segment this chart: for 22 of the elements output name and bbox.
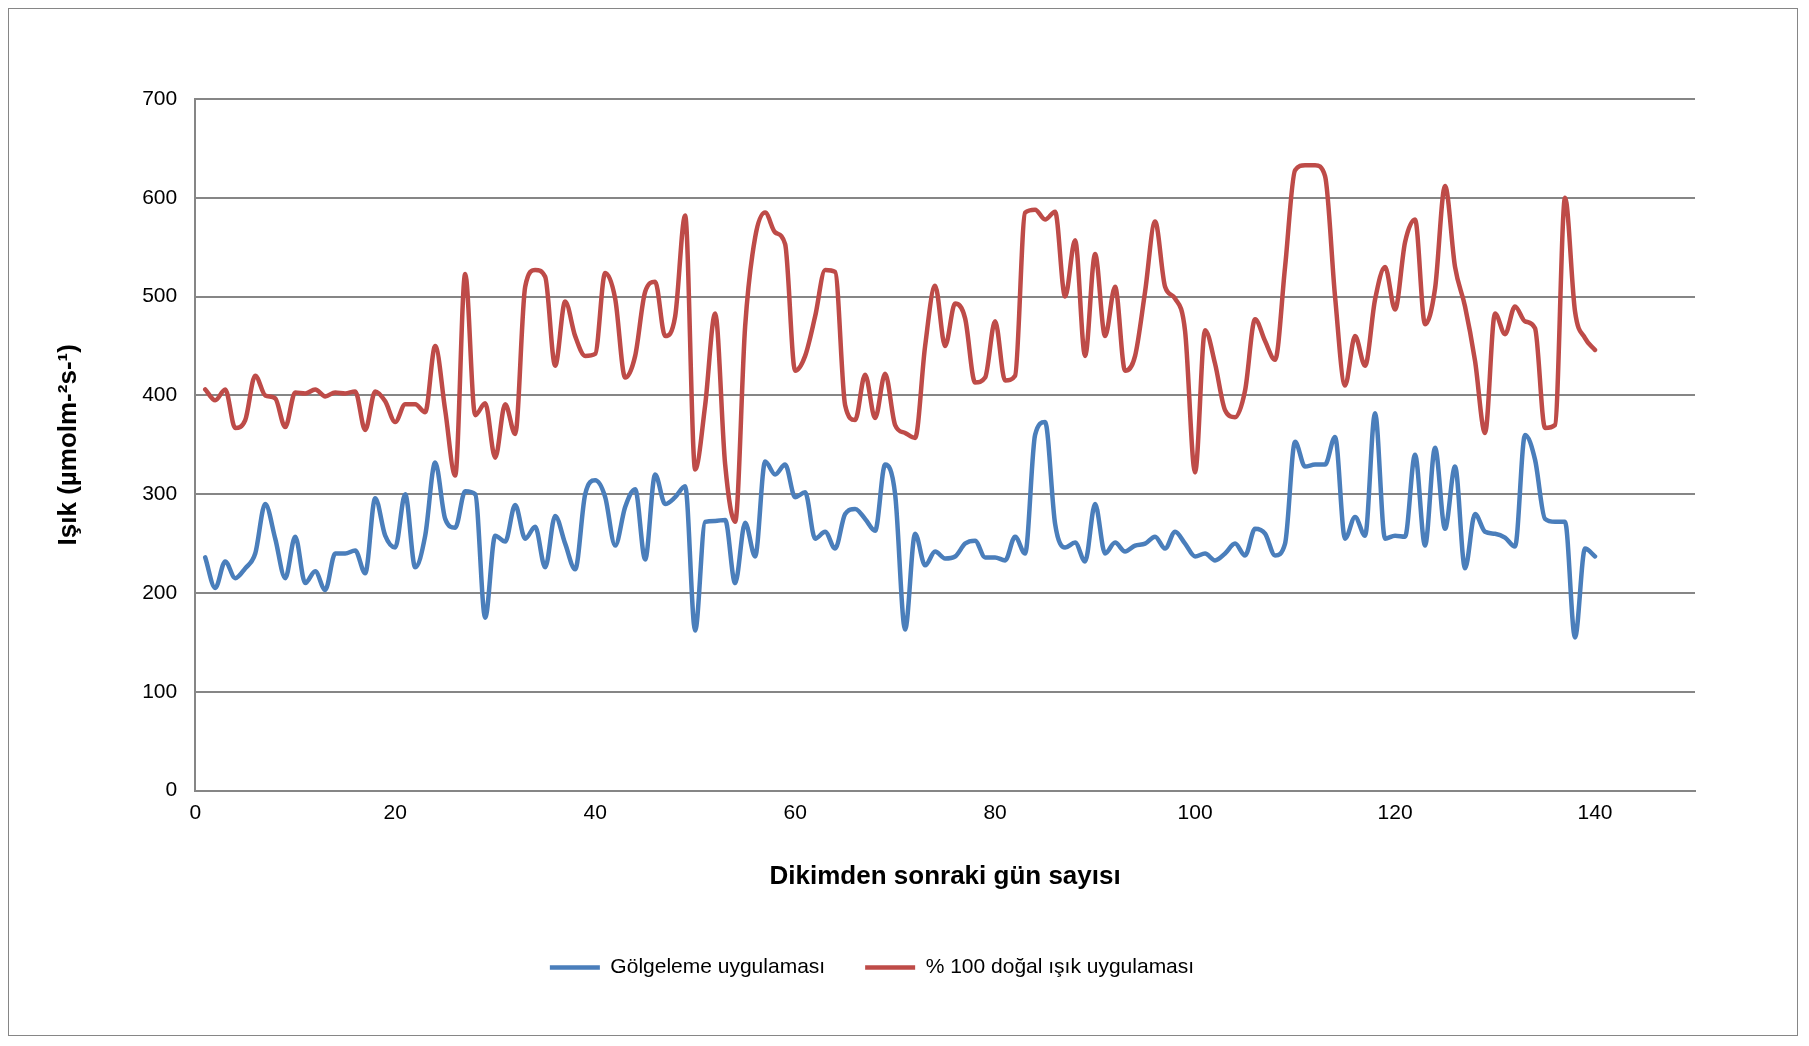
x-tick-label: 100 bbox=[1177, 800, 1213, 823]
y-tick-label: 0 bbox=[165, 777, 178, 801]
legend-label: Gölgeleme uygulaması bbox=[610, 954, 826, 978]
x-tick-label: 40 bbox=[583, 800, 607, 823]
y-tick-label: 600 bbox=[142, 184, 178, 208]
y-axis-title: Işık (µmolm-²s-¹) bbox=[51, 344, 82, 546]
x-tick-label: 140 bbox=[1577, 800, 1613, 823]
y-tick-label: 700 bbox=[142, 85, 178, 109]
x-tick-label: 60 bbox=[783, 800, 807, 823]
y-tick-label: 500 bbox=[142, 283, 178, 307]
line-series bbox=[202, 410, 1598, 640]
y-tick-label: 200 bbox=[142, 579, 178, 603]
x-axis-title: Dikimden sonraki gün sayısı bbox=[769, 859, 1121, 890]
y-tick-label: 300 bbox=[142, 481, 178, 504]
y-tick-label: 400 bbox=[142, 382, 178, 406]
legend-label: % 100 doğal ışık uygulaması bbox=[925, 954, 1195, 978]
line-series bbox=[202, 162, 1598, 525]
x-tick-label: 20 bbox=[383, 800, 407, 823]
x-tick-label: 0 bbox=[189, 800, 202, 823]
x-tick-label: 80 bbox=[983, 800, 1007, 823]
y-tick-label: 100 bbox=[142, 678, 178, 702]
x-tick-label: 120 bbox=[1377, 800, 1413, 823]
